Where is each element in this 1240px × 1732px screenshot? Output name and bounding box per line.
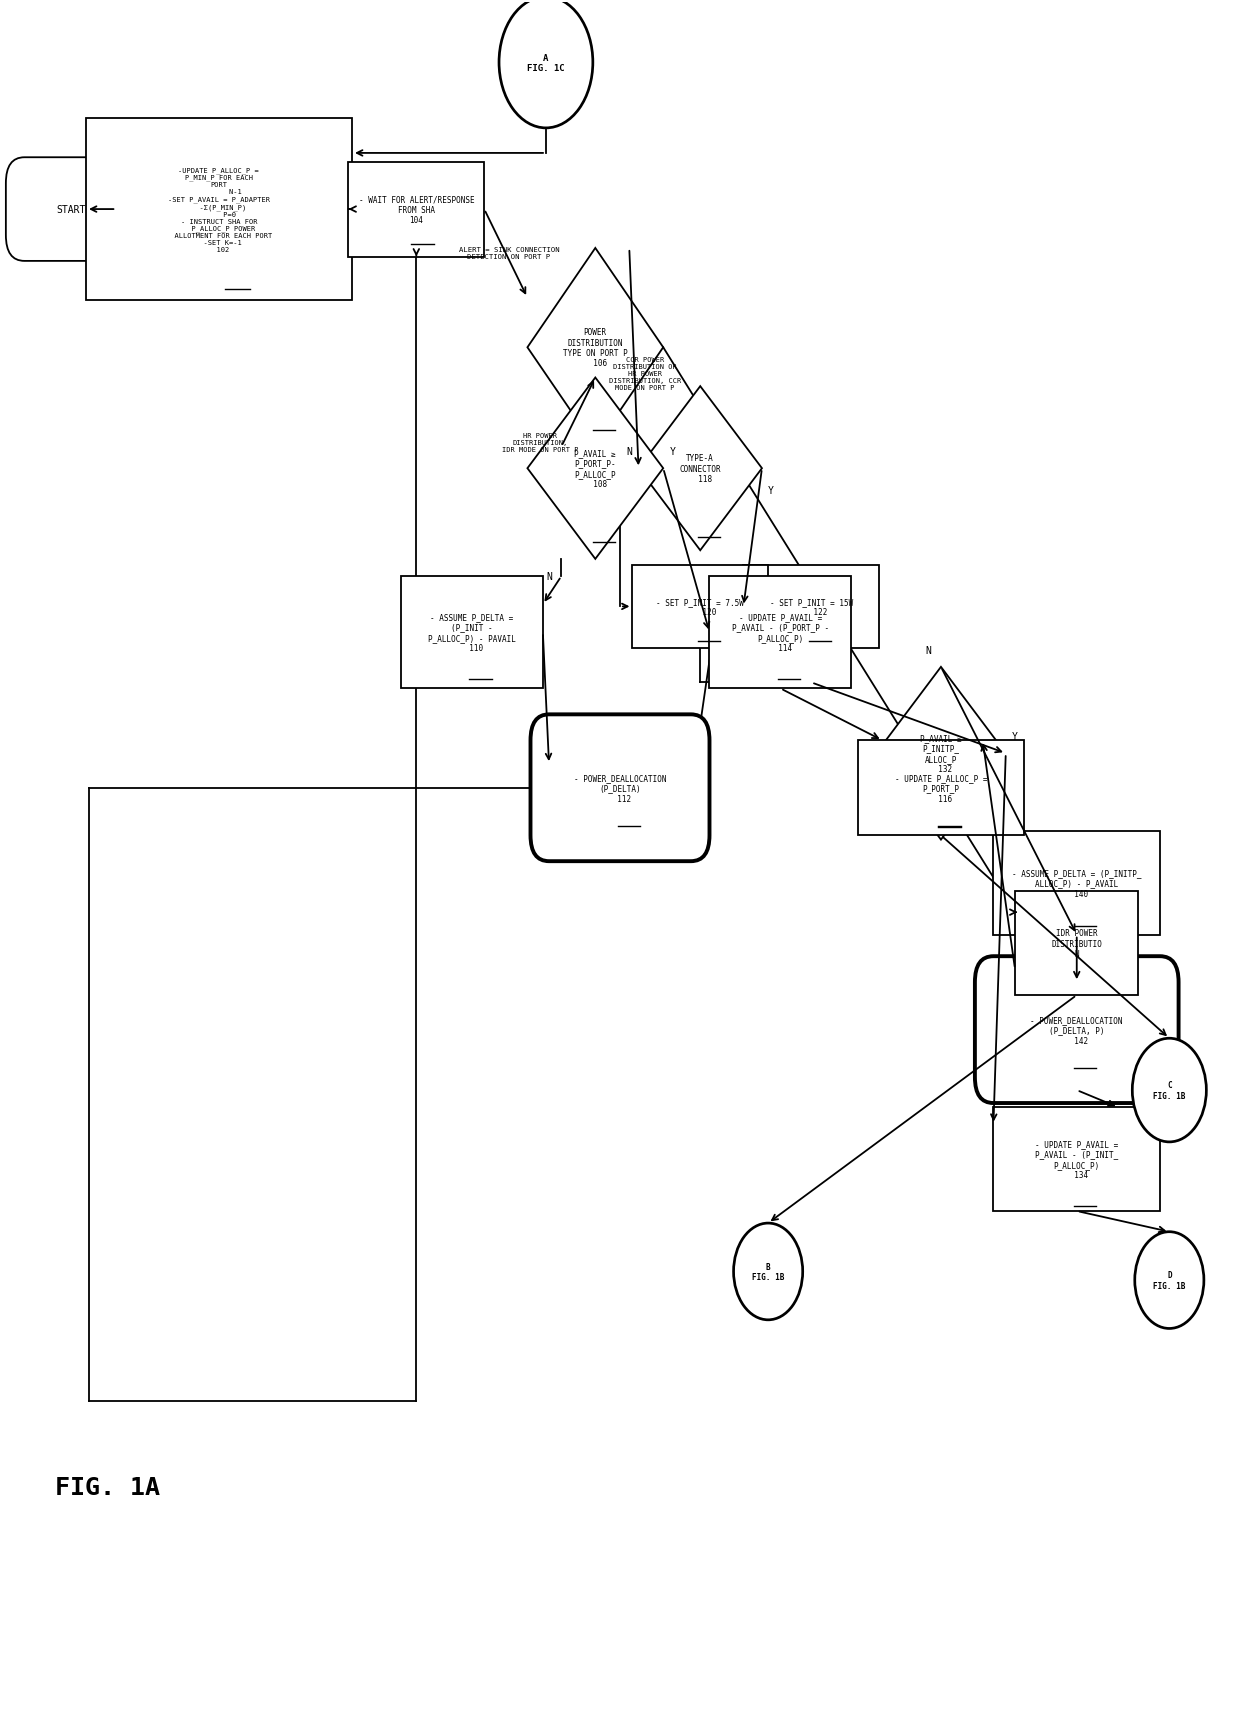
Text: - ASSUME P_DELTA =
(P_INIT -
P_ALLOC_P) - PAVAIL
  110: - ASSUME P_DELTA = (P_INIT - P_ALLOC_P) …: [428, 613, 516, 653]
Text: C
FIG. 1B: C FIG. 1B: [1153, 1081, 1185, 1100]
Text: B
FIG. 1B: B FIG. 1B: [751, 1263, 785, 1282]
Text: N: N: [546, 572, 552, 582]
FancyBboxPatch shape: [401, 577, 543, 689]
FancyBboxPatch shape: [858, 741, 1024, 837]
FancyBboxPatch shape: [6, 158, 135, 262]
Text: - SET P_INIT = 7.5W
    120: - SET P_INIT = 7.5W 120: [656, 598, 744, 617]
FancyBboxPatch shape: [1016, 892, 1138, 996]
FancyBboxPatch shape: [709, 577, 852, 689]
Text: A
FIG. 1C: A FIG. 1C: [527, 54, 564, 73]
Circle shape: [498, 0, 593, 128]
Polygon shape: [527, 249, 663, 447]
Text: - UPDATE P_AVAIL =
P_AVAIL - (P_INIT_
P_ALLOC_P)
  134: - UPDATE P_AVAIL = P_AVAIL - (P_INIT_ P_…: [1035, 1140, 1118, 1179]
Text: Y: Y: [670, 447, 676, 457]
Text: ALERT = SINK CONNECTION
DETECTION ON PORT P: ALERT = SINK CONNECTION DETECTION ON POR…: [459, 246, 559, 260]
FancyBboxPatch shape: [86, 120, 351, 301]
Text: POWER
DISTRIBUTION
TYPE ON PORT P
  106: POWER DISTRIBUTION TYPE ON PORT P 106: [563, 327, 627, 369]
Text: IDR POWER
DISTRIBUTIO
N: IDR POWER DISTRIBUTIO N: [1052, 928, 1102, 958]
Text: -UPDATE P_ALLOC_P =
P_MIN_P FOR EACH
PORT
        N-1
-SET P_AVAIL = P_ADAPTER
 : -UPDATE P_ALLOC_P = P_MIN_P FOR EACH POR…: [166, 166, 272, 253]
Polygon shape: [639, 386, 761, 551]
Text: - UPDATE P_AVAIL =
P_AVAIL - (P_PORT_P -
P_ALLOC_P)
  114: - UPDATE P_AVAIL = P_AVAIL - (P_PORT_P -…: [732, 613, 830, 653]
Text: START: START: [56, 204, 86, 215]
Text: P_AVAIL ≥
P_PORT_P-
P_ALLOC_P
  108: P_AVAIL ≥ P_PORT_P- P_ALLOC_P 108: [574, 449, 616, 488]
Text: D
FIG. 1B: D FIG. 1B: [1153, 1271, 1185, 1290]
FancyBboxPatch shape: [975, 956, 1178, 1103]
Text: HR POWER
DISTRIBUTION,
IDR MODE ON PORT P: HR POWER DISTRIBUTION, IDR MODE ON PORT …: [501, 433, 578, 454]
FancyBboxPatch shape: [744, 566, 879, 648]
Text: - POWER_DEALLOCATION
(P_DELTA)
  112: - POWER_DEALLOCATION (P_DELTA) 112: [574, 774, 666, 804]
Polygon shape: [527, 378, 663, 559]
FancyBboxPatch shape: [348, 163, 484, 258]
FancyBboxPatch shape: [993, 1108, 1161, 1211]
Text: Y: Y: [1012, 731, 1018, 741]
Text: - ASSUME P_DELTA = (P_INITP_
ALLOC_P) - P_AVAIL
  140: - ASSUME P_DELTA = (P_INITP_ ALLOC_P) - …: [1012, 868, 1142, 899]
FancyBboxPatch shape: [531, 715, 709, 863]
FancyBboxPatch shape: [993, 831, 1161, 935]
Text: TYPE-A
CONNECTOR
  118: TYPE-A CONNECTOR 118: [680, 454, 720, 483]
Text: - SET P_INIT = 15W
    122: - SET P_INIT = 15W 122: [770, 598, 853, 617]
FancyBboxPatch shape: [632, 566, 768, 648]
Text: CCR POWER
DISTRIBUTION OR
HR POWER
DISTRIBUTION, CCR
MODE ON PORT P: CCR POWER DISTRIBUTION OR HR POWER DISTR…: [609, 357, 681, 391]
Text: - POWER_DEALLOCATION
(P_DELTA, P)
  142: - POWER_DEALLOCATION (P_DELTA, P) 142: [1030, 1015, 1123, 1044]
Circle shape: [734, 1223, 802, 1320]
Circle shape: [1135, 1231, 1204, 1328]
Text: FIG. 1A: FIG. 1A: [56, 1476, 160, 1500]
Circle shape: [1132, 1039, 1207, 1141]
Text: Y: Y: [768, 487, 774, 495]
Text: N: N: [926, 646, 931, 655]
Text: N: N: [626, 447, 632, 457]
Text: P_AVAIL ≥
P_INITP_
ALLOC_P
  132: P_AVAIL ≥ P_INITP_ ALLOC_P 132: [920, 734, 962, 774]
Polygon shape: [877, 667, 1006, 840]
Text: - UPDATE P_ALLOC_P =
P_PORT_P
  116: - UPDATE P_ALLOC_P = P_PORT_P 116: [895, 774, 987, 804]
Text: - WAIT FOR ALERT/RESPONSE
FROM SHA
104: - WAIT FOR ALERT/RESPONSE FROM SHA 104: [358, 196, 474, 225]
